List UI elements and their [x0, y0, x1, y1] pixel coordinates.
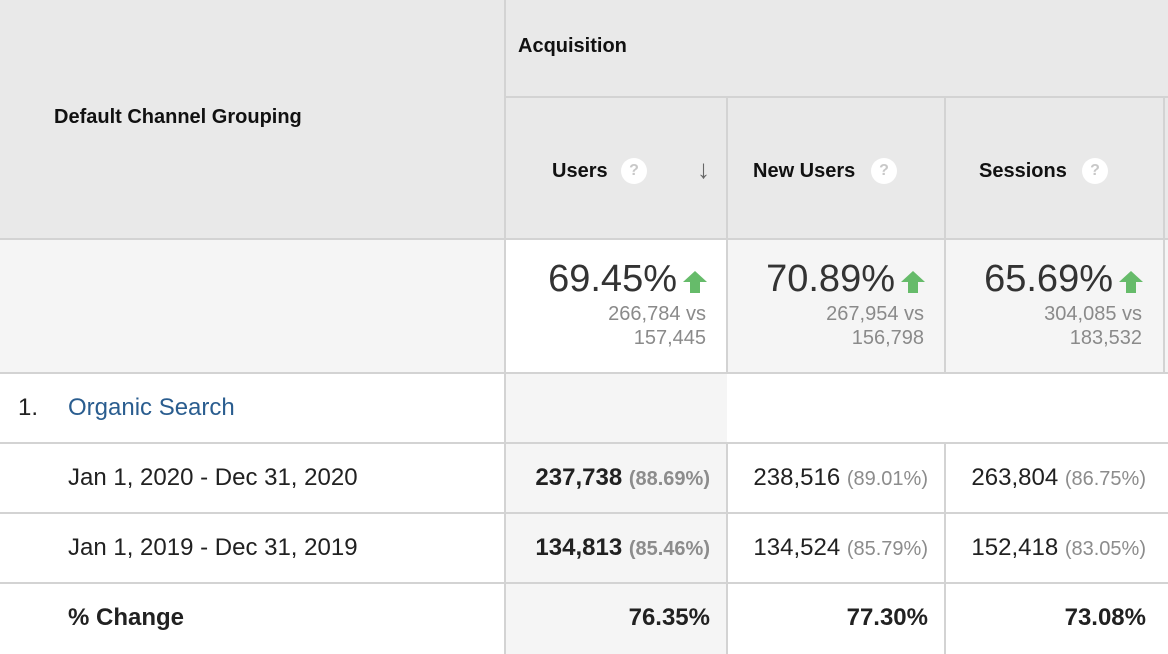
new-users-2019-share: (85.79%) — [846, 538, 928, 560]
sorted-column-highlight — [505, 374, 727, 654]
new-users-help-icon[interactable]: ? — [871, 158, 897, 184]
users-2020-cell: 237,738 (88.69%) — [535, 464, 710, 492]
users-column-header[interactable]: Users — [552, 160, 608, 182]
period-label-2019: Jan 1, 2019 - Dec 31, 2019 — [68, 534, 358, 561]
channel-link-organic-search[interactable]: Organic Search — [68, 394, 235, 421]
sessions-total-previous: 183,532 — [1069, 327, 1142, 349]
totals-sessions-cell — [945, 240, 1168, 374]
users-change-value: 76.35% — [628, 604, 710, 631]
sessions-2019-share: (83.05%) — [1064, 538, 1146, 560]
up-arrow-icon — [901, 271, 925, 293]
users-2019-share: (85.46%) — [628, 538, 710, 560]
users-help-icon[interactable]: ? — [621, 158, 647, 184]
row-index: 1. — [18, 394, 39, 421]
totals-new-users-cell — [727, 240, 945, 374]
up-arrow-icon — [683, 271, 707, 293]
new-users-column-header[interactable]: New Users — [753, 160, 856, 182]
dimension-header-cell — [0, 0, 505, 240]
sessions-2020-value: 263,804 — [971, 464, 1059, 491]
new-users-2020-share: (89.01%) — [846, 468, 928, 490]
metric-headers-row — [505, 98, 1168, 240]
users-total-change: 69.45% — [548, 258, 677, 300]
users-2019-cell: 134,813 (85.46%) — [535, 534, 710, 562]
sessions-total-change: 65.69% — [984, 258, 1113, 300]
period-label-2020: Jan 1, 2020 - Dec 31, 2020 — [68, 464, 358, 491]
sort-descending-icon[interactable]: ↓ — [697, 154, 710, 184]
acquisition-group-label: Acquisition — [518, 35, 627, 57]
change-row-label: % Change — [68, 604, 185, 631]
new-users-total-change: 70.89% — [766, 258, 895, 300]
users-total-current: 266,784 vs — [608, 303, 706, 325]
new-users-change-value: 77.30% — [846, 604, 928, 631]
new-users-2019-cell: 134,524 (85.79%) — [753, 534, 928, 562]
sessions-2020-cell: 263,804 (86.75%) — [971, 464, 1146, 492]
sessions-column-header[interactable]: Sessions — [979, 160, 1067, 182]
sessions-2020-share: (86.75%) — [1064, 468, 1146, 490]
users-2020-share: (88.69%) — [628, 468, 710, 490]
users-2020-value: 237,738 — [535, 464, 623, 491]
new-users-total-current: 267,954 vs — [826, 303, 924, 325]
acquisition-group-header — [505, 0, 1168, 98]
new-users-total-previous: 156,798 — [851, 327, 924, 349]
dimension-header-label[interactable]: Default Channel Grouping — [54, 106, 302, 128]
new-users-2019-value: 134,524 — [753, 534, 841, 561]
sessions-2019-value: 152,418 — [971, 534, 1059, 561]
new-users-2020-cell: 238,516 (89.01%) — [753, 464, 928, 492]
users-2019-value: 134,813 — [535, 534, 623, 561]
totals-label-cell — [0, 240, 505, 374]
sessions-help-icon[interactable]: ? — [1082, 158, 1108, 184]
users-total-previous: 157,445 — [633, 327, 706, 349]
sessions-total-current: 304,085 vs — [1044, 303, 1142, 325]
new-users-2020-value: 238,516 — [753, 464, 841, 491]
up-arrow-icon — [1119, 271, 1143, 293]
sessions-change-value: 73.08% — [1064, 604, 1146, 631]
sessions-2019-cell: 152,418 (83.05%) — [971, 534, 1146, 562]
totals-users-cell — [505, 240, 727, 374]
